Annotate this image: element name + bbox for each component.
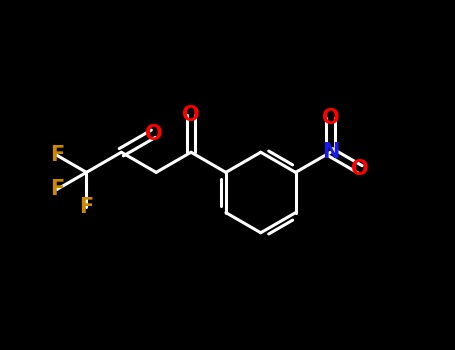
Text: N: N bbox=[322, 142, 339, 162]
Text: F: F bbox=[79, 197, 94, 217]
Text: F: F bbox=[50, 180, 64, 200]
Text: O: O bbox=[322, 108, 339, 128]
Text: O: O bbox=[182, 105, 200, 125]
Text: F: F bbox=[50, 145, 64, 165]
Text: O: O bbox=[145, 124, 162, 144]
Text: O: O bbox=[351, 159, 369, 179]
